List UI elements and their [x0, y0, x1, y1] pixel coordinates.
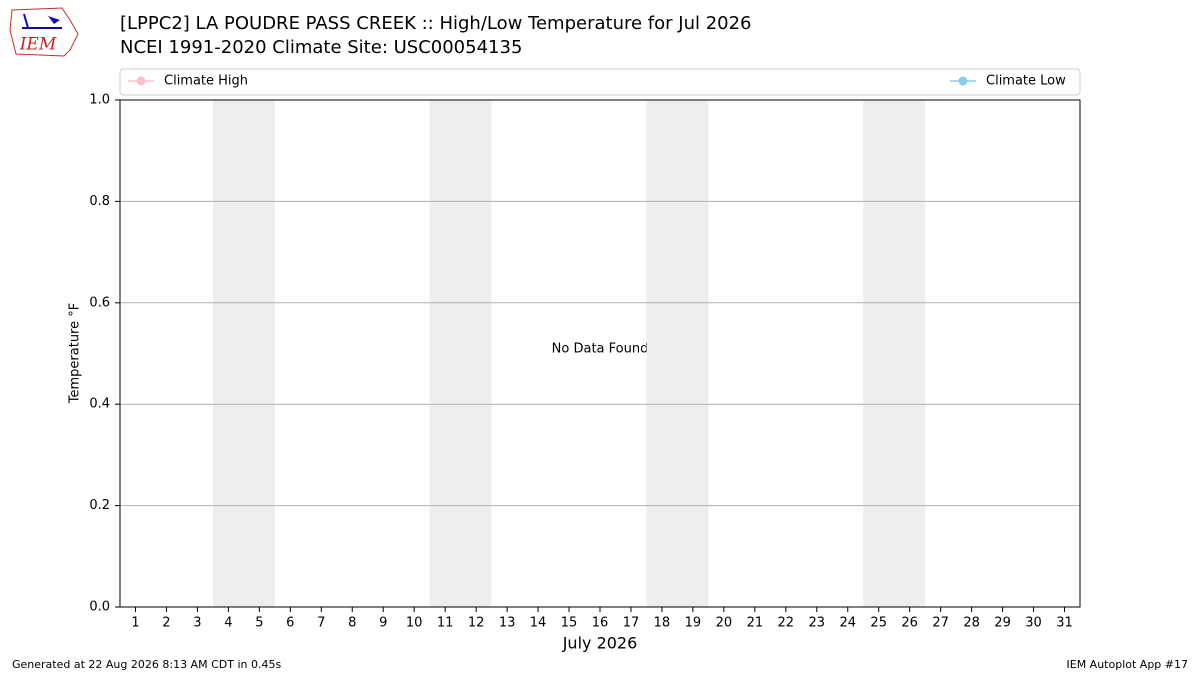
logo-outline — [9, 7, 79, 57]
weekend-band — [863, 100, 926, 607]
x-tick-label: 7 — [317, 616, 325, 631]
x-tick-label: 25 — [870, 616, 887, 631]
plot-frame — [119, 99, 1081, 608]
y-tick-label: 1.0 — [89, 93, 110, 108]
x-tick-label: 28 — [963, 616, 980, 631]
x-tick-label: 19 — [685, 616, 702, 631]
y-tick-label: 0.0 — [89, 600, 110, 615]
x-tick-label: 8 — [348, 616, 356, 631]
x-tick-label: 2 — [162, 616, 170, 631]
legend-label: Climate High — [164, 74, 248, 89]
legend-marker — [136, 76, 146, 86]
legend-marker — [958, 76, 968, 86]
logo-line — [23, 13, 29, 29]
x-axis-label: July 2026 — [562, 634, 638, 653]
x-tick-label: 15 — [561, 616, 578, 631]
logo: IEM — [9, 7, 79, 57]
x-tick-label: 30 — [1025, 616, 1042, 631]
x-tick-label: 10 — [406, 616, 423, 631]
y-tick-label: 0.6 — [89, 295, 110, 310]
x-tick-label: 22 — [778, 616, 795, 631]
x-tick-label: 17 — [623, 616, 640, 631]
x-tick-label: 1 — [131, 616, 139, 631]
x-tick-label: 5 — [255, 616, 263, 631]
x-tick-label: 3 — [193, 616, 201, 631]
chart-subtitle: NCEI 1991-2020 Climate Site: USC00054135 — [120, 37, 522, 58]
annotation: No Data Found — [552, 342, 649, 357]
x-tick-label: 6 — [286, 616, 294, 631]
weekend-band — [429, 100, 492, 607]
footer-left: Generated at 22 Aug 2026 8:13 AM CDT in … — [12, 658, 281, 671]
x-tick-label: 14 — [530, 616, 547, 631]
y-tick-label: 0.4 — [89, 397, 110, 412]
y-tick-label: 0.8 — [89, 194, 110, 209]
x-tick-label: 18 — [654, 616, 671, 631]
chart-title: [LPPC2] LA POUDRE PASS CREEK :: High/Low… — [120, 13, 752, 34]
x-tick-label: 29 — [994, 616, 1011, 631]
weekend-band — [646, 100, 709, 607]
x-tick-label: 20 — [716, 616, 733, 631]
y-axis-label: Temperature °F — [68, 303, 83, 404]
x-tick-label: 31 — [1056, 616, 1073, 631]
x-tick-label: 27 — [932, 616, 949, 631]
x-tick-label: 13 — [499, 616, 516, 631]
legend-label: Climate Low — [986, 74, 1066, 89]
x-tick-label: 4 — [224, 616, 232, 631]
logo-text: IEM — [19, 35, 57, 55]
x-tick-label: 11 — [437, 616, 454, 631]
x-tick-label: 24 — [839, 616, 856, 631]
logo-flag — [48, 16, 60, 24]
weekend-band — [212, 100, 275, 607]
x-tick-label: 12 — [468, 616, 485, 631]
x-tick-label: 21 — [747, 616, 764, 631]
legend-box — [119, 68, 1081, 96]
y-tick-label: 0.2 — [89, 498, 110, 513]
x-tick-label: 9 — [379, 616, 387, 631]
x-tick-label: 23 — [809, 616, 826, 631]
x-tick-label: 26 — [901, 616, 918, 631]
footer-right: IEM Autoplot App #17 — [1067, 658, 1189, 671]
x-tick-label: 16 — [592, 616, 609, 631]
